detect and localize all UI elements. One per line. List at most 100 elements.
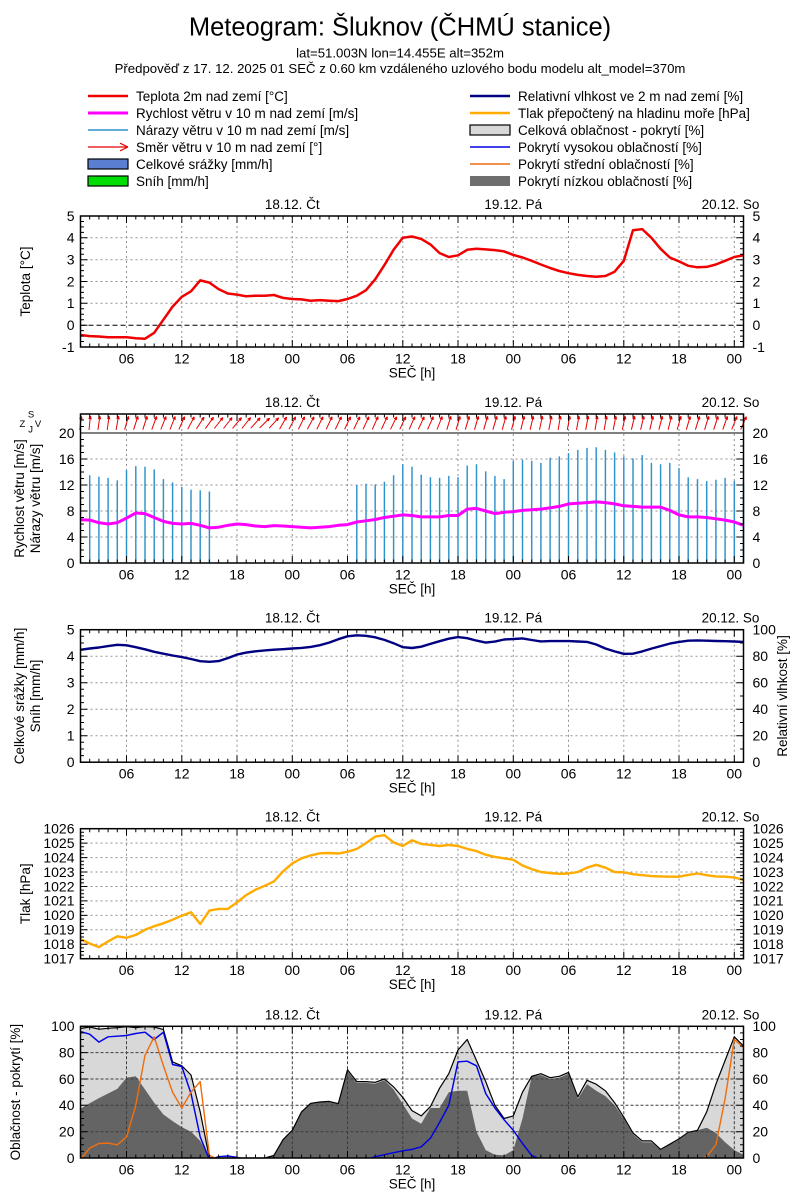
svg-text:00: 00 [506,962,522,978]
svg-text:Předpověď z 17. 12. 2025 01 SE: Předpověď z 17. 12. 2025 01 SEČ z 0.60 k… [115,61,686,76]
svg-text:3: 3 [67,251,75,267]
svg-text:00: 00 [285,766,301,782]
svg-text:Celkové srážky [mm/h]: Celkové srážky [mm/h] [136,157,273,172]
svg-text:40: 40 [59,1097,75,1113]
svg-text:06: 06 [561,351,577,367]
svg-text:1023: 1023 [43,864,74,880]
svg-text:18: 18 [671,1162,687,1178]
svg-text:Sníh [mm/h]: Sníh [mm/h] [136,174,209,189]
svg-text:12: 12 [616,351,632,367]
svg-text:20: 20 [753,728,769,744]
svg-text:00: 00 [727,766,743,782]
svg-text:18: 18 [671,351,687,367]
svg-text:06: 06 [340,766,356,782]
svg-text:1018: 1018 [43,936,74,952]
svg-text:2: 2 [67,273,75,289]
svg-text:12: 12 [616,1162,632,1178]
svg-text:18: 18 [229,766,245,782]
svg-text:-1: -1 [62,339,75,355]
svg-text:1019: 1019 [753,922,784,938]
svg-text:06: 06 [561,567,577,583]
svg-text:18: 18 [450,962,466,978]
svg-text:20: 20 [59,1123,75,1139]
svg-text:Z: Z [19,419,25,430]
svg-text:Pokrytí střední oblačností [%]: Pokrytí střední oblačností [%] [518,157,694,172]
svg-text:12: 12 [174,351,190,367]
svg-text:12: 12 [395,351,411,367]
svg-text:12: 12 [616,962,632,978]
svg-text:06: 06 [119,766,135,782]
svg-text:Nárazy větru [m/s]: Nárazy větru [m/s] [28,444,43,554]
svg-text:1025: 1025 [43,835,74,851]
svg-text:18: 18 [229,567,245,583]
svg-text:Celkové srážky [mm/h]: Celkové srážky [mm/h] [12,628,27,765]
svg-text:3: 3 [753,251,761,267]
svg-text:Nárazy větru v 10 m nad zemí [: Nárazy větru v 10 m nad zemí [m/s] [136,123,349,138]
svg-text:Celková oblačnost - pokrytí [%: Celková oblačnost - pokrytí [%] [518,123,704,138]
svg-text:18: 18 [229,962,245,978]
svg-text:5: 5 [67,208,75,224]
svg-text:S: S [28,410,34,421]
svg-text:0: 0 [67,555,75,571]
svg-text:00: 00 [285,962,301,978]
svg-text:80: 80 [59,1044,75,1060]
svg-text:06: 06 [561,962,577,978]
svg-text:V: V [35,419,42,430]
svg-text:18: 18 [229,1162,245,1178]
svg-text:5: 5 [67,622,75,638]
svg-text:Sníh [mm/h]: Sníh [mm/h] [28,660,43,733]
svg-text:20.12. So: 20.12. So [702,197,760,212]
svg-text:SEČ [h]: SEČ [h] [389,582,436,597]
svg-text:60: 60 [59,1071,75,1087]
svg-text:1025: 1025 [753,835,784,851]
svg-text:06: 06 [119,1162,135,1178]
svg-text:16: 16 [59,451,75,467]
svg-text:06: 06 [561,1162,577,1178]
svg-text:18: 18 [450,351,466,367]
svg-text:18: 18 [450,567,466,583]
svg-text:1020: 1020 [753,907,784,923]
svg-text:00: 00 [727,351,743,367]
svg-text:06: 06 [119,351,135,367]
svg-text:18.12. Čt: 18.12. Čt [265,395,320,410]
svg-text:0: 0 [753,754,761,770]
svg-text:1017: 1017 [753,951,784,967]
svg-text:18.12. Čt: 18.12. Čt [265,197,320,212]
svg-text:Oblačnost - pokrytí [%]: Oblačnost - pokrytí [%] [8,1024,23,1161]
svg-text:06: 06 [119,567,135,583]
svg-text:12: 12 [616,567,632,583]
svg-text:20.12. So: 20.12. So [702,1007,760,1022]
svg-text:00: 00 [506,567,522,583]
svg-text:0: 0 [753,1150,761,1166]
svg-text:60: 60 [753,675,769,691]
svg-text:SEČ [h]: SEČ [h] [389,366,436,381]
svg-text:00: 00 [727,1162,743,1178]
svg-text:20: 20 [753,1123,769,1139]
svg-text:12: 12 [59,477,75,493]
svg-text:1: 1 [753,295,761,311]
svg-text:1021: 1021 [753,893,784,909]
svg-text:20: 20 [753,425,769,441]
svg-text:-1: -1 [753,339,766,355]
svg-text:SEČ [h]: SEČ [h] [389,1177,436,1192]
svg-text:100: 100 [51,1018,75,1034]
svg-text:Meteogram: Šluknov (ČHMÚ stani: Meteogram: Šluknov (ČHMÚ stanice) [189,13,611,42]
svg-text:00: 00 [727,567,743,583]
svg-text:1019: 1019 [43,922,74,938]
svg-text:8: 8 [67,503,75,519]
svg-text:0: 0 [753,317,761,333]
svg-text:0: 0 [67,317,75,333]
svg-text:0: 0 [753,555,761,571]
svg-text:00: 00 [506,351,522,367]
svg-text:100: 100 [753,1018,777,1034]
svg-text:18: 18 [671,766,687,782]
svg-text:1023: 1023 [753,864,784,880]
svg-text:18: 18 [229,351,245,367]
svg-text:06: 06 [119,962,135,978]
svg-text:Pokrytí nízkou oblačností [%]: Pokrytí nízkou oblačností [%] [518,174,692,189]
svg-text:60: 60 [753,1071,769,1087]
svg-text:SEČ [h]: SEČ [h] [389,977,436,992]
svg-text:80: 80 [753,1044,769,1060]
svg-text:4: 4 [67,648,75,664]
svg-text:0: 0 [67,754,75,770]
